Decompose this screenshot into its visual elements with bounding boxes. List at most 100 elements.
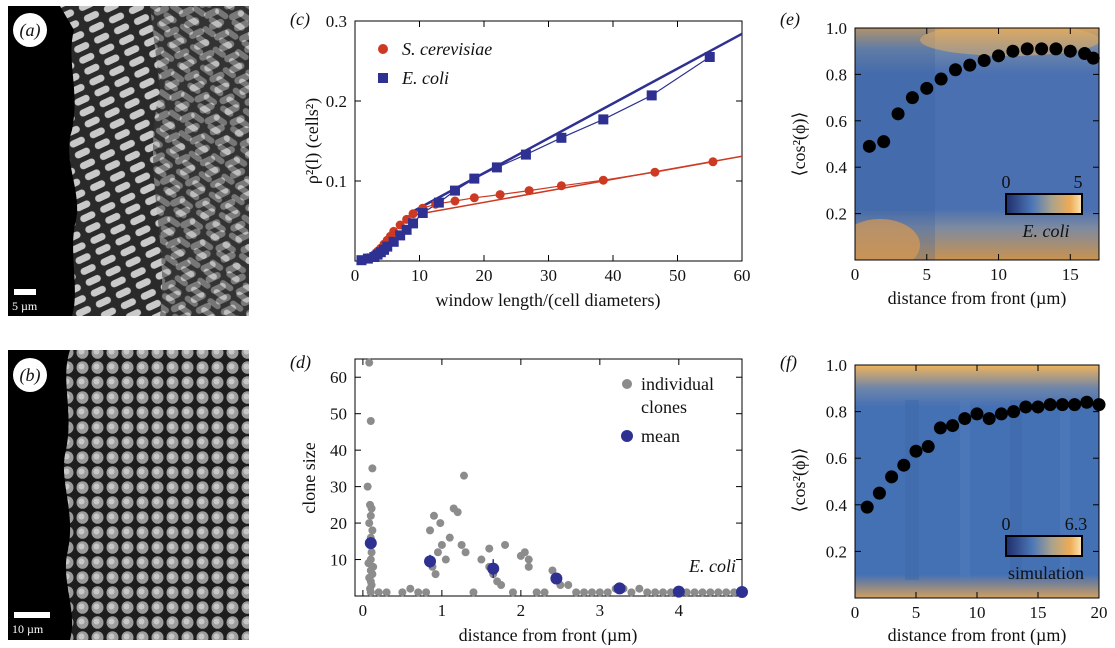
chart-d: (d) 0 1 2 3 4 10 20 30 40 50 60 individual clones …: [290, 352, 748, 646]
x-tick-label: 15: [1062, 265, 1079, 284]
y-tick-label: 20: [330, 514, 347, 533]
data-point-e-coli: [469, 173, 480, 184]
data-point-individual-clone: [706, 588, 715, 597]
data-point-individual-clone: [429, 511, 438, 520]
data-point-cos2: [905, 91, 919, 105]
data-point-e-coli: [408, 218, 419, 229]
data-point-cos2: [934, 72, 948, 86]
legend-d: individual clones mean: [621, 374, 714, 446]
data-point-e-coli: [556, 132, 567, 143]
data-point-cos2: [970, 407, 984, 421]
data-point-e-coli: [388, 236, 399, 247]
data-point-individual-clone: [548, 566, 557, 575]
colorbar-e-caption: E. coli: [1022, 221, 1070, 241]
data-point-individual-clone: [453, 508, 462, 517]
data-point-individual-clone: [366, 511, 375, 520]
fit-line-s-cerevisiae: [406, 155, 743, 217]
legend-label-individual-clones-line1: individual: [641, 374, 714, 394]
x-tick-label: 1: [438, 601, 447, 620]
y-tick-label: 0.8: [826, 403, 847, 422]
colorbar-f-caption: simulation: [1008, 563, 1084, 583]
data-point-individual-clone: [433, 548, 442, 557]
data-point-e-coli: [491, 162, 502, 173]
data-point-individual-clone: [363, 482, 372, 491]
panel-b-label: (b): [20, 365, 41, 386]
data-point-cos2: [994, 407, 1008, 421]
panel-f-label: (f): [780, 352, 797, 373]
data-point-s-cerevisiae: [524, 186, 534, 196]
data-point-s-cerevisiae: [495, 190, 505, 200]
data-point-individual-clone: [445, 533, 454, 542]
data-point-e-coli: [598, 114, 609, 125]
data-point-mean: [672, 585, 685, 598]
data-point-cos2: [877, 135, 891, 149]
data-point-individual-clone: [368, 526, 377, 535]
y-tick-label: 1.0: [826, 19, 847, 38]
data-point-e-coli: [417, 208, 428, 218]
data-point-individual-clone: [365, 519, 374, 528]
data-point-cos2: [1049, 42, 1063, 56]
data-point-cos2: [897, 458, 911, 472]
chart-f: (f) 0 5 10 15 20 0.2 0.4 0.6 0.8 1.0 0 6.3 simula…: [780, 352, 1108, 646]
plot-frame-d: [354, 358, 743, 597]
data-point-cos2: [921, 440, 935, 454]
data-point-individual-clone: [457, 540, 466, 549]
data-point-cos2: [885, 470, 899, 484]
data-point-individual-clone: [461, 548, 470, 557]
data-point-individual-clone: [603, 588, 612, 597]
data-point-cos2: [982, 412, 996, 426]
data-point-cos2: [920, 81, 934, 95]
x-tick-label: 0: [851, 265, 860, 284]
data-point-e-coli: [433, 197, 444, 208]
data-point-cos2: [891, 107, 905, 121]
scale-bar-b-label: 10 µm: [12, 622, 44, 636]
data-point-individual-clone: [540, 588, 549, 597]
data-point-individual-clone: [366, 588, 375, 597]
chart-c: (c) 0 10 20 30 40 50 60 0.1 0.2 0.3 S. cerevisiae…: [290, 9, 751, 311]
data-point-cos2: [1007, 405, 1021, 419]
data-point-e-coli: [362, 253, 373, 264]
data-point-individual-clone: [635, 584, 644, 593]
data-point-individual-clone: [422, 588, 431, 597]
data-point-individual-clone: [564, 581, 573, 590]
y-axis-label-e: ⟨cos²(ϕ)⟩: [789, 112, 810, 177]
data-point-individual-clone: [587, 588, 596, 597]
data-point-individual-clone: [406, 584, 415, 593]
panel-e-label: (e): [780, 9, 800, 30]
data-point-cos2: [1006, 44, 1020, 58]
data-point-e-coli: [449, 185, 460, 196]
data-point-e-coli: [704, 52, 715, 62]
x-tick-label: 30: [540, 266, 557, 285]
legend-c: S. cerevisiae E. coli: [378, 39, 492, 88]
data-point-individual-clone: [431, 570, 440, 579]
data-point-cos2: [1019, 400, 1033, 414]
colorbar-f-min: 0: [1002, 514, 1011, 534]
y-axis-label-f: ⟨cos²(ϕ)⟩: [789, 448, 810, 513]
data-point-cos2: [860, 500, 874, 514]
data-point-individual-clone: [497, 581, 506, 590]
data-point-s-cerevisiae: [650, 167, 660, 177]
x-tick-label: 10: [990, 265, 1007, 284]
y-tick-label: 0.2: [326, 92, 347, 111]
colorbar-f-gradient: [1005, 535, 1083, 557]
data-point-individual-clone: [520, 548, 529, 557]
data-point-individual-clone: [368, 464, 377, 473]
data-point-individual-clone: [572, 588, 581, 597]
data-point-individual-clone: [698, 588, 707, 597]
data-point-cos2: [872, 486, 886, 500]
y-tick-label: 50: [330, 405, 347, 424]
data-point-cos2: [946, 419, 960, 433]
x-axis-label-c: window length/(cell diameters): [436, 290, 661, 311]
data-point-cos2: [1092, 398, 1106, 412]
data-point-individual-clone: [595, 588, 604, 597]
data-point-individual-clone: [398, 588, 407, 597]
data-point-individual-clone: [426, 526, 435, 535]
panel-b-label-badge: [13, 358, 47, 392]
y-axis-label-c: ρ²(l) (cells²): [302, 98, 323, 184]
data-point-cos2: [1031, 400, 1045, 414]
data-point-e-coli: [520, 149, 531, 160]
data-point-cos2: [909, 444, 923, 458]
y-tick-label: 0.8: [826, 65, 847, 84]
data-point-individual-clone: [366, 416, 375, 425]
data-point-individual-clone: [441, 555, 450, 564]
